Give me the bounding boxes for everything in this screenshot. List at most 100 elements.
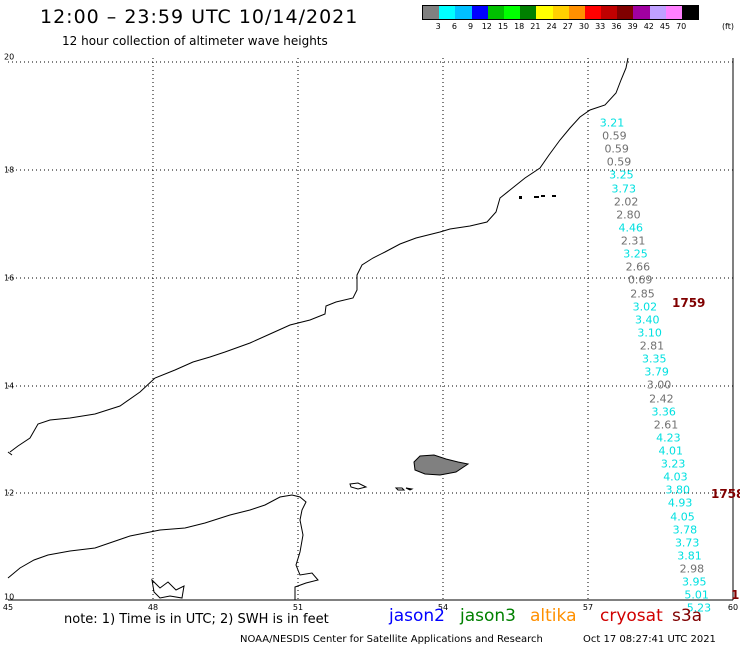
- color-scale-swatch: [423, 6, 440, 19]
- wave-height-value: 3.10: [637, 326, 662, 340]
- footnote: note: 1) Time is in UTC; 2) SWH is in fe…: [64, 612, 329, 627]
- lat-label-20: 20: [4, 52, 15, 62]
- wave-height-value: 3.36: [651, 405, 676, 419]
- color-scale-swatch: [487, 6, 504, 19]
- color-scale-label: 36: [611, 22, 622, 31]
- color-scale-swatch: [633, 6, 650, 19]
- lat-label-14: 14: [4, 381, 15, 391]
- wave-height-value: 0.59: [604, 142, 629, 156]
- color-scale-swatch: [536, 6, 553, 19]
- wave-height-value: 4.01: [658, 444, 684, 458]
- wave-height-value: 0.59: [602, 129, 627, 143]
- color-scale-labels: 3 6 9 12 15 18 21 24 27 30 33 36 39 42 45 70: [422, 20, 699, 34]
- wave-height-value: 2.81: [639, 339, 665, 353]
- wave-height-value: 5.23: [686, 601, 712, 615]
- legend-jason2: jason2: [389, 606, 445, 626]
- legend-cryosat: cryosat: [600, 606, 663, 626]
- color-scale-swatch: [552, 6, 569, 19]
- wave-height-value: 4.93: [667, 496, 693, 510]
- islet-1: [519, 196, 522, 199]
- lon-label-48: 48: [147, 603, 159, 612]
- track-time-label: 1: [731, 588, 740, 602]
- color-scale-label: 12: [481, 22, 492, 31]
- wave-height-value: 3.40: [635, 313, 660, 327]
- color-scale-label: 70: [676, 22, 687, 31]
- wave-height-value: 5.01: [684, 588, 709, 602]
- wave-height-value: 3.25: [623, 247, 648, 261]
- wave-height-value: 3.73: [611, 182, 637, 196]
- islet-2: [534, 196, 539, 198]
- wave-height-value: 4.05: [670, 510, 695, 524]
- lat-label-10: 10: [4, 592, 15, 602]
- color-scale-label: 18: [514, 22, 525, 31]
- color-scale-unit: (ft): [721, 22, 734, 31]
- wave-height-value: 2.42: [649, 392, 674, 406]
- arabian-peninsula-coastline: [9, 57, 629, 453]
- islet-4: [552, 195, 556, 197]
- wave-height-value: 4.03: [663, 470, 688, 484]
- color-scale-swatch: [682, 6, 699, 19]
- wave-height-color-scale: 3 6 9 12 15 18 21 24 27 30 33 36 39 42 45 70: [422, 5, 700, 34]
- wave-height-value: 2.02: [613, 195, 639, 209]
- color-scale-swatch: [520, 6, 537, 19]
- color-scale-label: 42: [643, 22, 654, 31]
- wave-height-value: 2.61: [653, 418, 679, 432]
- track-time-label: 1758: [711, 487, 740, 501]
- wave-height-value: 3.23: [660, 457, 686, 471]
- color-scale-swatch: [455, 6, 472, 19]
- lon-label-51: 51: [292, 603, 304, 612]
- color-scale-label: 45: [659, 22, 671, 31]
- kuria-muria-islands: [519, 195, 556, 199]
- color-scale-label: 24: [546, 22, 557, 31]
- wave-height-value: 3.73: [674, 536, 700, 550]
- color-scale-label: 30: [578, 22, 590, 31]
- map-grid: [8, 58, 733, 600]
- wave-height-value: 3.95: [682, 575, 707, 589]
- color-scale-label: 33: [595, 22, 606, 31]
- wave-height-value: 3.25: [609, 168, 634, 182]
- small-island-3: [405, 487, 414, 491]
- wave-height-value: 3.21: [599, 116, 625, 130]
- map-title: 12:00 – 23:59 UTC 10/14/2021: [40, 6, 359, 28]
- color-scale-swatch: [503, 6, 521, 19]
- color-scale-label: 9: [468, 22, 474, 31]
- lon-label-57: 57: [582, 603, 594, 612]
- lat-label-18: 18: [4, 165, 15, 175]
- coast-tick: [7, 451, 13, 456]
- track-time-label: 1759: [672, 296, 706, 310]
- color-scale-label: 6: [451, 22, 457, 31]
- wave-height-value: 3.79: [644, 365, 669, 379]
- lon-label-45: 45: [2, 603, 14, 612]
- lat-label-12: 12: [4, 488, 15, 498]
- wave-height-value: 2.98: [679, 562, 705, 576]
- wave-height-value: 2.85: [630, 287, 655, 301]
- wave-height-value: 0.69: [627, 273, 653, 287]
- horn-of-africa-coastline: [7, 494, 319, 600]
- lon-label-60: 60: [727, 603, 739, 612]
- wave-height-value: 2.80: [616, 208, 641, 222]
- color-scale-swatch: [617, 6, 634, 19]
- inland-water-feature: [151, 578, 185, 599]
- credit-text: NOAA/NESDIS Center for Satellite Applica…: [240, 634, 543, 645]
- wave-height-value: 3.35: [642, 352, 667, 366]
- color-scale-swatch: [439, 6, 456, 19]
- small-island-1: [349, 482, 368, 490]
- wave-height-value: 2.66: [625, 260, 651, 274]
- lon-label-54: 54: [437, 603, 449, 612]
- color-scale-swatch: [471, 6, 488, 19]
- color-scale-swatch: [584, 6, 602, 19]
- lat-label-16: 16: [4, 273, 15, 283]
- wave-height-value: 3.78: [672, 523, 698, 537]
- color-scale-swatch: [665, 6, 682, 19]
- color-scale-label: 27: [562, 22, 573, 31]
- legend-jason3: jason3: [460, 606, 516, 626]
- legend-altika: altika: [530, 606, 577, 626]
- wave-height-value: 3.81: [677, 549, 702, 563]
- wave-height-value: 4.46: [618, 221, 644, 235]
- wave-height-value: 3.02: [632, 300, 658, 314]
- color-scale-swatch: [649, 6, 666, 19]
- color-scale-swatch: [568, 6, 585, 19]
- wave-height-value: 0.59: [606, 155, 632, 169]
- islet-3: [541, 195, 545, 197]
